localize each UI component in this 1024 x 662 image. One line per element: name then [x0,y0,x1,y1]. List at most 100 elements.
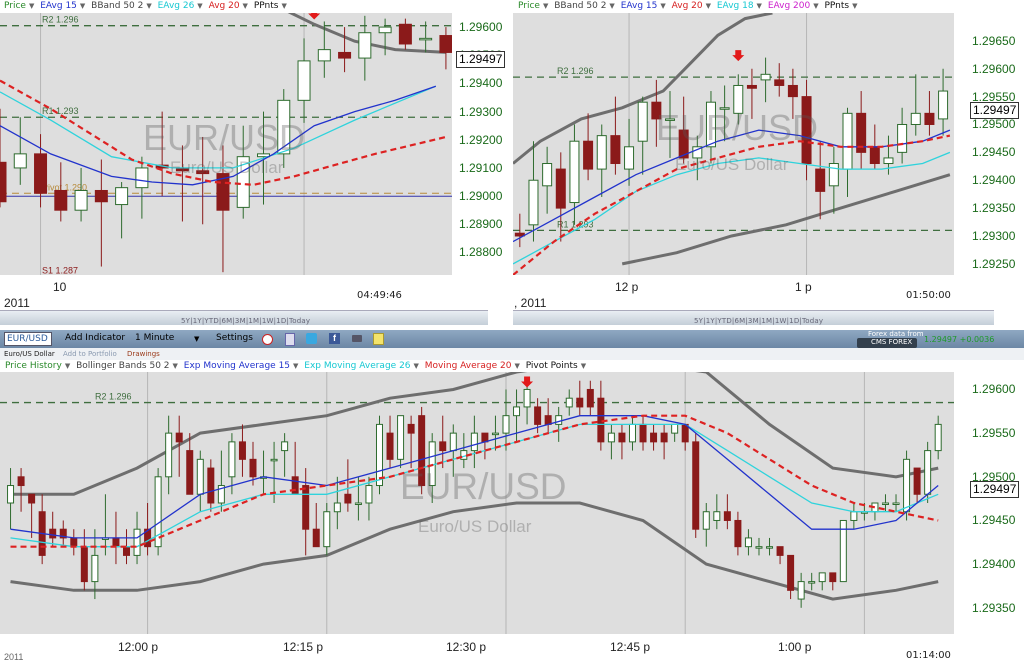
candle[interactable] [207,459,215,512]
legend-item[interactable]: EAvg 15 [620,1,658,11]
candle[interactable] [555,152,566,242]
range-buttons[interactable]: 5Y|1Y|YTD|6M|3M|1M|1W|1D|Today [694,317,824,325]
candle[interactable] [760,57,771,103]
settings-button[interactable]: Settings [216,333,253,343]
candle[interactable] [281,433,289,477]
candle[interactable] [702,503,710,547]
candle[interactable] [555,406,563,442]
candle[interactable] [375,415,383,495]
candle[interactable] [344,459,352,512]
candle[interactable] [460,433,468,469]
candle[interactable] [610,96,621,175]
candle[interactable] [439,27,452,70]
chevron-down-icon[interactable]: ▼ [64,362,71,370]
candle[interactable] [238,424,246,477]
candle[interactable] [787,554,795,600]
candle[interactable] [583,113,594,181]
candle[interactable] [565,389,573,416]
range-buttons[interactable]: 5Y|1Y|YTD|6M|3M|1M|1W|1D|Today [181,317,311,325]
candle[interactable] [755,537,763,556]
candle[interactable] [17,468,25,512]
candle[interactable] [249,441,257,486]
candle[interactable] [734,511,742,556]
candle[interactable] [491,415,499,451]
candle[interactable] [386,415,394,469]
candle[interactable] [842,107,853,197]
candle[interactable] [470,415,478,469]
candle[interactable] [217,450,225,512]
candle[interactable] [528,141,539,242]
chevron-down-icon[interactable]: ▼ [79,2,86,10]
candle[interactable] [28,493,36,538]
candle[interactable] [671,423,679,442]
legend-item[interactable]: PPnts [824,1,850,11]
candle[interactable] [419,21,433,53]
candle[interactable] [228,433,236,495]
legend-item[interactable]: Pivot Points [525,361,578,371]
candle[interactable] [358,15,372,81]
legend-item[interactable]: EAvg 200 [767,1,811,11]
candle[interactable] [196,450,204,512]
candle[interactable] [186,433,194,495]
symbol-input[interactable]: EUR/USD [4,332,52,346]
chevron-down-icon[interactable]: ▼ [660,2,666,10]
candle[interactable] [135,156,149,219]
candle[interactable] [260,450,268,495]
candle[interactable] [302,468,310,556]
candle[interactable] [856,91,867,170]
candle[interactable] [678,96,689,164]
chevron-down-icon[interactable]: ▼ [542,2,549,10]
candle[interactable] [74,167,88,222]
legend-item[interactable]: Exp Moving Average 15 [183,361,291,371]
candle[interactable] [705,91,716,164]
candle[interactable] [797,572,805,608]
chevron-down-icon[interactable]: ▼ [609,2,615,10]
chevron-down-icon[interactable]: ▼ [293,362,299,370]
twitter-icon[interactable] [306,333,317,344]
candle[interactable] [815,141,826,220]
candle[interactable] [397,415,405,469]
candle[interactable] [165,415,173,495]
candle[interactable] [365,476,373,521]
candle[interactable] [665,91,676,158]
print-icon[interactable] [352,335,362,342]
candle[interactable] [38,494,46,565]
candle[interactable] [542,146,553,214]
candle[interactable] [744,529,752,556]
candle[interactable] [808,572,816,591]
candle[interactable] [544,398,552,434]
legend-item[interactable]: Price [4,1,26,11]
candle[interactable] [934,415,942,460]
candle[interactable] [828,146,839,214]
candle[interactable] [91,529,99,600]
candle[interactable] [378,18,392,56]
legend-item[interactable]: Exp Moving Average 26 [304,361,411,371]
candle[interactable] [692,135,703,181]
chevron-down-icon[interactable]: ▼ [756,2,762,10]
legend-item[interactable]: EAvg 18 [716,1,754,11]
chevron-down-icon[interactable]: ▼ [852,2,858,10]
candle[interactable] [481,432,489,460]
legend-item[interactable]: Price History [5,361,62,371]
candle[interactable] [897,107,908,164]
candle[interactable] [317,21,331,78]
candle[interactable] [774,63,785,97]
candle[interactable] [398,18,412,50]
note-icon[interactable] [373,333,384,345]
candle[interactable] [818,572,826,591]
candle[interactable] [7,468,15,530]
candle[interactable] [910,74,921,136]
candle[interactable] [154,468,162,556]
chevron-down-icon[interactable]: ▼ [813,2,819,10]
candle[interactable] [607,424,615,460]
candle[interactable] [94,159,108,267]
plot-area[interactable]: R2 1.296 R1 1.293 EUR/USD Euro/US Dollar [513,13,954,275]
candle[interactable] [333,476,341,530]
candle[interactable] [624,118,635,186]
candle[interactable] [829,572,837,591]
chevron-down-icon[interactable]: ▼ [281,2,287,10]
candle[interactable] [787,68,798,119]
candle[interactable] [681,423,689,451]
plot-area[interactable]: R2 1.296 R1 1.293 Pivot 1.290 S1 1.287 EUR/… [0,13,452,275]
candle[interactable] [766,537,774,556]
